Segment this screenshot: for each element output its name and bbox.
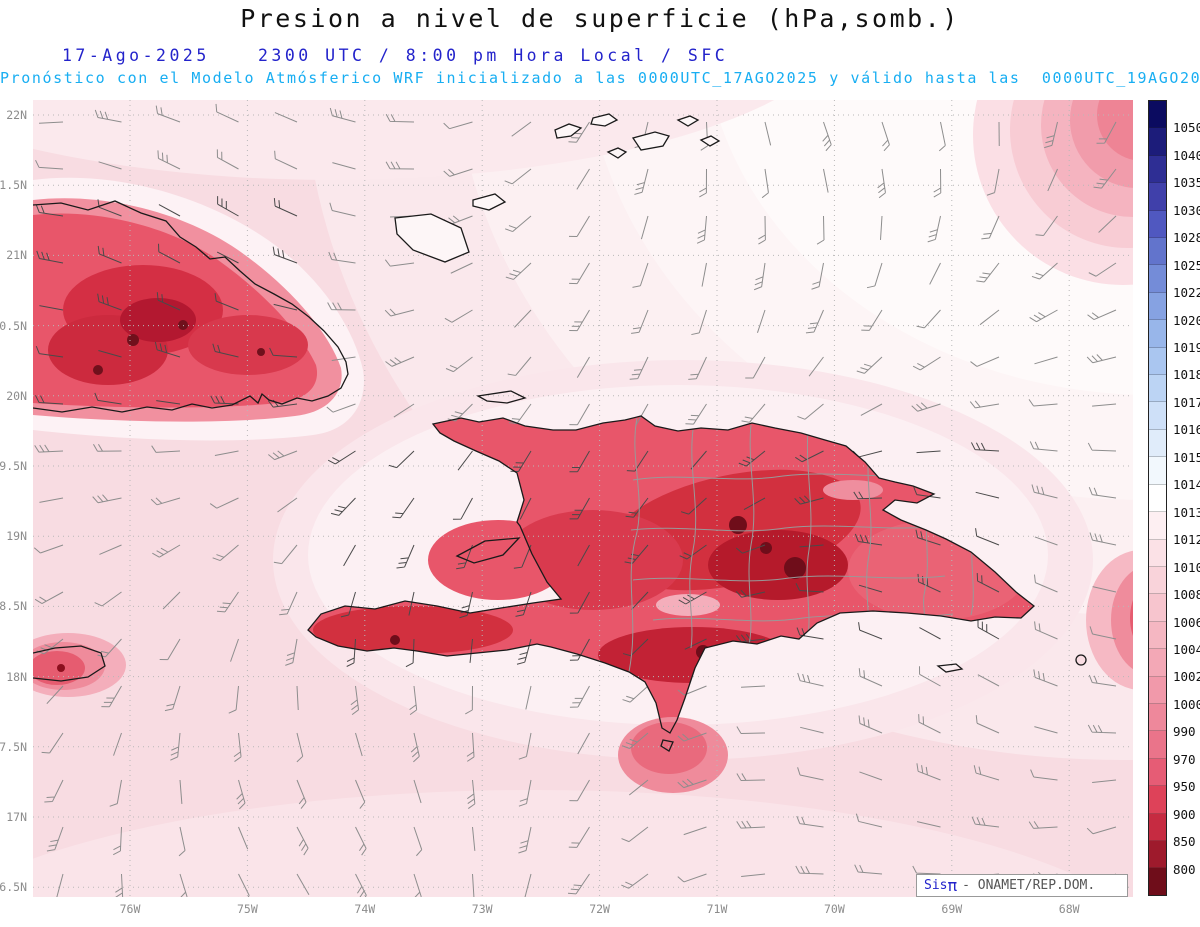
- longitude-axis: 76W 75W 74W 73W 72W 71W 70W 69W 68W: [33, 902, 1133, 920]
- colorbar-label: 1004: [1173, 641, 1200, 657]
- colorbar-label: 800: [1173, 861, 1196, 877]
- colorbar-segment: [1149, 155, 1166, 184]
- colorbar-label: 1016: [1173, 422, 1200, 438]
- colorbar-label: 1028: [1173, 230, 1200, 246]
- colorbar-label: 1018: [1173, 367, 1200, 383]
- colorbar-segment: [1149, 375, 1166, 403]
- lat-label: 9.5N: [0, 459, 27, 473]
- colorbar-segment: [1149, 703, 1166, 732]
- colorbar-segment: [1149, 813, 1166, 841]
- lat-label: 17N: [6, 810, 27, 824]
- colorbar-segment: [1149, 731, 1166, 759]
- colorbar-segment: [1149, 621, 1166, 650]
- pressure-shading: [33, 100, 1133, 897]
- colorbar-segment: [1149, 128, 1166, 156]
- colorbar-label: 1014: [1173, 477, 1200, 493]
- lon-label: 72W: [589, 902, 610, 916]
- lon-label: 69W: [941, 902, 963, 916]
- colorbar-label: 1030: [1173, 202, 1200, 218]
- lat-label: 0.5N: [0, 318, 27, 333]
- colorbar-segment: [1149, 210, 1166, 239]
- colorbar-label: 1022: [1173, 285, 1200, 301]
- colorbar-label: 850: [1173, 834, 1196, 850]
- colorbar-segment: [1149, 566, 1166, 595]
- attribution-text: - ONAMET/REP.DOM.: [962, 878, 1096, 893]
- pi-symbol: π: [947, 875, 958, 895]
- colorbar-segment: [1149, 786, 1166, 814]
- lat-label: 22N: [6, 108, 27, 122]
- lon-label: 74W: [354, 902, 376, 916]
- colorbar-label: 1013: [1173, 504, 1200, 520]
- colorbar-label: 1040: [1173, 147, 1200, 163]
- colorbar-segment: [1149, 676, 1166, 704]
- colorbar-label: 970: [1173, 751, 1196, 767]
- colorbar-label: 1050: [1173, 120, 1200, 136]
- colorbar-segment: [1149, 512, 1166, 540]
- colorbar-segment: [1149, 868, 1166, 895]
- colorbar-segment: [1149, 758, 1166, 787]
- lon-label: 76W: [119, 902, 141, 916]
- lon-label: 73W: [471, 902, 493, 916]
- colorbar-label: 1008: [1173, 587, 1200, 603]
- colorbar-segment: [1149, 101, 1166, 129]
- lat-label: 7.5N: [0, 739, 27, 754]
- colorbar-label: 1015: [1173, 449, 1200, 465]
- colorbar-label: 1006: [1173, 614, 1200, 630]
- lat-label: 1.5N: [0, 178, 27, 193]
- pressure-colorbar: [1148, 100, 1167, 896]
- colorbar-labels: 1050 1040 1035 1030 1028 1025 1022 1020 1019 1018…: [1173, 100, 1200, 896]
- colorbar-label: 1012: [1173, 532, 1200, 548]
- colorbar-label: 990: [1173, 724, 1196, 740]
- colorbar-segment: [1149, 402, 1166, 430]
- coastlines: [33, 113, 1087, 752]
- lat-label: 8.5N: [0, 599, 27, 614]
- gridlines: [33, 100, 1133, 897]
- colorbar-label: 1000: [1173, 696, 1200, 712]
- colorbar-label: 1017: [1173, 394, 1200, 410]
- colorbar-label: 1035: [1173, 175, 1200, 191]
- colorbar-segment: [1149, 238, 1166, 266]
- forecast-date: 17-Ago-2025: [62, 46, 210, 65]
- colorbar-segment: [1149, 429, 1166, 458]
- lat-label: 6.5N: [0, 880, 27, 895]
- attribution-box: Sis π - ONAMET/REP.DOM.: [916, 874, 1128, 897]
- lat-label: 19N: [6, 529, 27, 544]
- colorbar-segment: [1149, 347, 1166, 376]
- colorbar-label: 1002: [1173, 669, 1200, 685]
- colorbar-segment: [1149, 649, 1166, 677]
- colorbar-segment: [1149, 484, 1166, 513]
- latitude-axis: 22N 1.5N 21N 0.5N 20N 9.5N 19N 8.5N 18N 7.5N 17N 6.…: [0, 100, 30, 897]
- colorbar-segment: [1149, 539, 1166, 567]
- sispi-brand: Sis: [924, 878, 948, 893]
- model-info-line: Pronóstico con el Modelo Atmósferico WRF…: [0, 69, 1200, 87]
- colorbar-segment: [1149, 183, 1166, 211]
- colorbar-label: 950: [1173, 779, 1196, 795]
- colorbar-label: 1019: [1173, 340, 1200, 356]
- lon-label: 68W: [1058, 902, 1080, 916]
- pressure-map: [33, 100, 1133, 897]
- colorbar-segment: [1149, 320, 1166, 348]
- colorbar-segment: [1149, 840, 1166, 869]
- colorbar-label: 900: [1173, 806, 1196, 822]
- wind-barbs: [33, 103, 1117, 897]
- lon-label: 70W: [824, 902, 845, 916]
- colorbar-segment: [1149, 594, 1166, 622]
- page-title: Presion a nivel de superficie (hPa,somb.…: [240, 4, 960, 33]
- lat-label: 18N: [6, 669, 27, 684]
- colorbar-segment: [1149, 265, 1166, 293]
- colorbar-label: 1025: [1173, 257, 1200, 273]
- colorbar-label: 1020: [1173, 312, 1200, 328]
- lon-label: 75W: [237, 902, 258, 916]
- lat-label: 20N: [6, 388, 27, 403]
- lat-label: 21N: [6, 248, 27, 263]
- colorbar-label: 1010: [1173, 559, 1200, 575]
- forecast-time: 2300 UTC / 8:00 pm Hora Local / SFC: [258, 46, 729, 65]
- colorbar-segment: [1149, 292, 1166, 321]
- colorbar-segment: [1149, 457, 1166, 485]
- lon-label: 71W: [706, 902, 728, 916]
